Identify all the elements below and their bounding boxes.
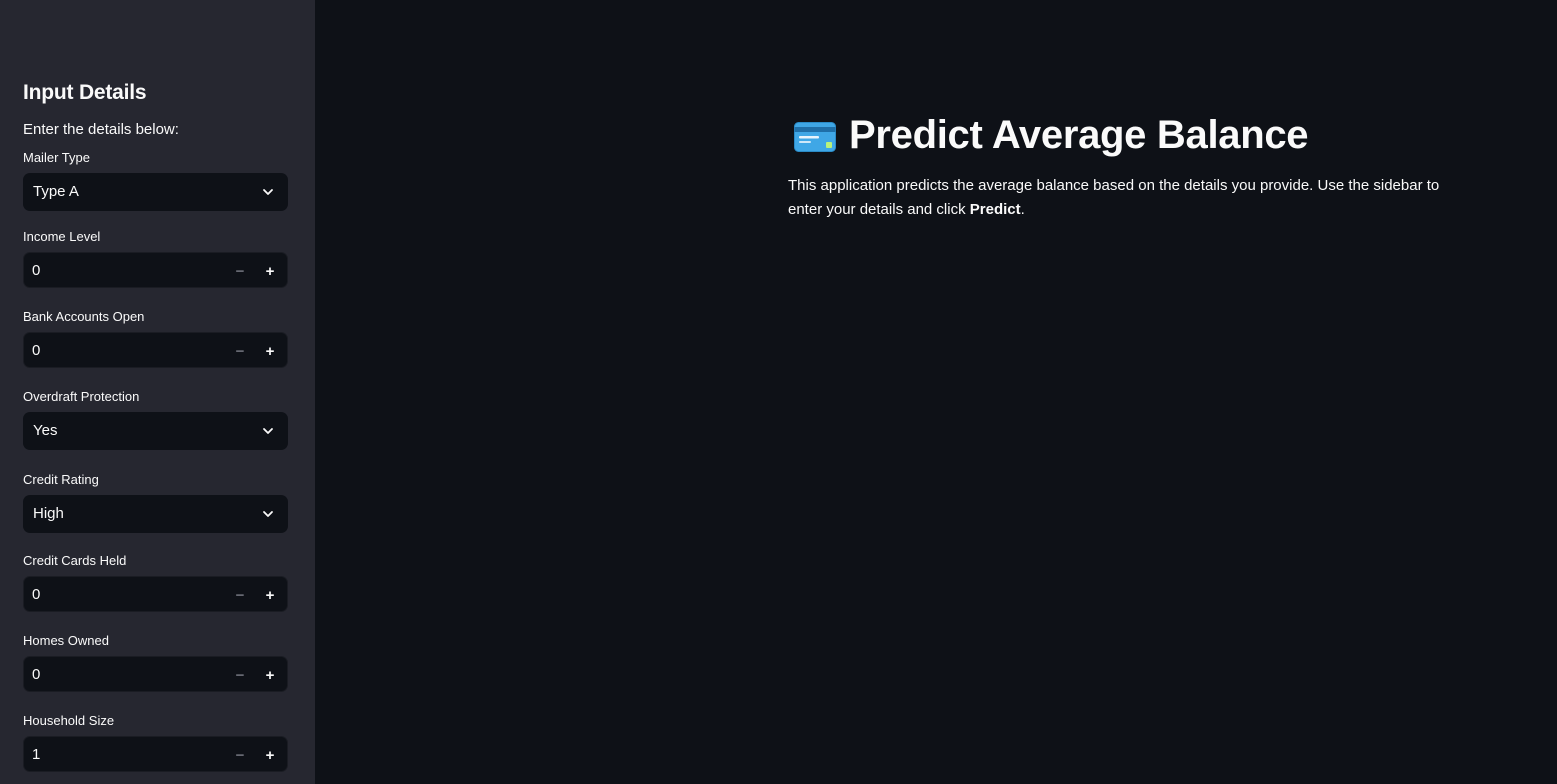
main-content: Predict Average Balance This application… [788,110,1448,222]
increment-button[interactable]: + [265,746,275,764]
title-row: Predict Average Balance [788,110,1448,160]
number-value: 0 [32,586,41,603]
credit-rating-select[interactable]: High [23,495,288,533]
decrement-button[interactable]: − [235,586,245,604]
field-homes-owned: Homes Owned 0 − + [23,631,288,692]
bank-accounts-open-input[interactable]: 0 − + [23,332,288,368]
field-label: Credit Cards Held [23,553,127,568]
select-value: Yes [33,422,58,439]
intro-predict-emphasis: Predict [969,201,1021,218]
field-label: Credit Rating [23,472,99,487]
chevron-down-icon [263,189,273,195]
decrement-button[interactable]: − [235,262,245,280]
intro-text: This application predicts the average ba… [788,174,1448,222]
field-mailer-type: Mailer Type Type A [23,148,288,211]
page-title: Predict Average Balance [849,112,1309,157]
increment-button[interactable]: + [265,666,275,684]
number-value: 0 [32,342,41,359]
credit-card-icon [794,122,836,152]
field-label: Overdraft Protection [23,389,140,404]
field-bank-accounts-open: Bank Accounts Open 0 − + [23,307,288,368]
homes-owned-input[interactable]: 0 − + [23,656,288,692]
main-area: Predict Average Balance This application… [315,0,1557,784]
number-value: 1 [32,746,41,763]
field-label: Mailer Type [23,150,90,165]
field-label: Bank Accounts Open [23,309,145,324]
number-value: 0 [32,262,41,279]
decrement-button[interactable]: − [235,746,245,764]
credit-cards-held-input[interactable]: 0 − + [23,576,288,612]
mailer-type-select[interactable]: Type A [23,173,288,211]
sidebar-content: Input Details Enter the details below: M… [23,78,288,772]
field-label: Household Size [23,713,115,728]
field-household-size: Household Size 1 − + [23,711,288,772]
number-value: 0 [32,666,41,683]
sidebar-title: Input Details [23,81,147,104]
chevron-down-icon [263,511,273,517]
field-credit-cards-held: Credit Cards Held 0 − + [23,551,288,612]
intro-text-end: . [1020,201,1025,218]
increment-button[interactable]: + [265,342,275,360]
select-value: High [33,505,64,522]
increment-button[interactable]: + [265,586,275,604]
decrement-button[interactable]: − [235,342,245,360]
field-overdraft-protection: Overdraft Protection Yes [23,387,288,450]
household-size-input[interactable]: 1 − + [23,736,288,772]
field-income-level: Income Level 0 − + [23,227,288,288]
decrement-button[interactable]: − [235,666,245,684]
sidebar-subtitle: Enter the details below: [23,121,179,138]
income-level-input[interactable]: 0 − + [23,252,288,288]
increment-button[interactable]: + [265,262,275,280]
select-value: Type A [33,183,79,200]
overdraft-protection-select[interactable]: Yes [23,412,288,450]
field-label: Homes Owned [23,633,109,648]
intro-text-main: This application predicts the average ba… [788,177,1440,218]
field-label: Income Level [23,229,101,244]
field-credit-rating: Credit Rating High [23,470,288,533]
chevron-down-icon [263,428,273,434]
sidebar: Input Details Enter the details below: M… [0,0,315,784]
